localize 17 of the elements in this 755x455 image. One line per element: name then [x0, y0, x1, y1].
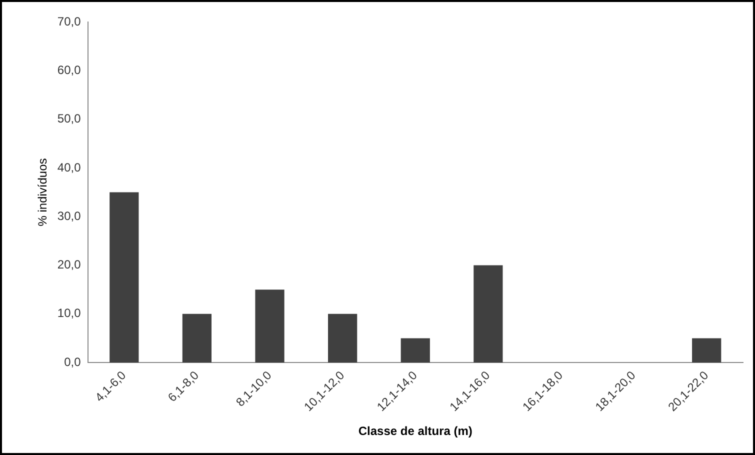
bar	[692, 338, 722, 363]
bar	[255, 290, 284, 363]
y-tick-label: 40,0	[57, 160, 82, 174]
bar	[474, 265, 503, 363]
y-tick-label: 50,0	[57, 112, 82, 126]
bar	[182, 314, 212, 363]
y-axis-title: % indivíduos	[36, 158, 50, 226]
y-tick-label: 60,0	[57, 62, 82, 77]
x-axis-title: Classe de altura (m)	[358, 424, 472, 438]
y-tick-label: 70,0	[57, 14, 82, 28]
bar	[400, 338, 430, 363]
y-tick-label: 0,0	[64, 354, 82, 369]
y-tick-label: 10,0	[57, 306, 82, 320]
y-tick-label: 30,0	[57, 208, 82, 223]
bar	[110, 192, 139, 363]
bar	[328, 314, 358, 363]
y-tick-label: 20,0	[57, 258, 82, 272]
